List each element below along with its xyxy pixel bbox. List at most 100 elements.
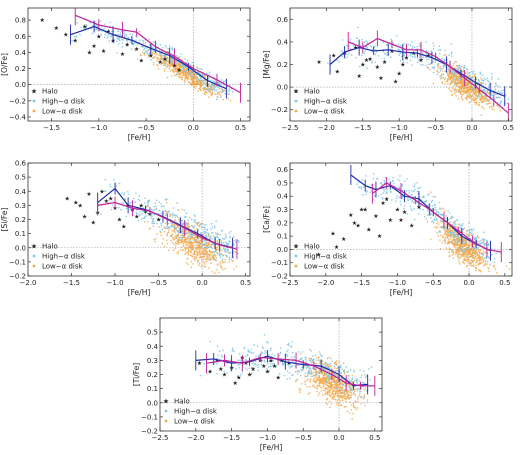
low-alpha-point (157, 68, 160, 70)
high-alpha-point (222, 81, 225, 83)
high-alpha-point (141, 212, 143, 215)
low-alpha-point (165, 56, 168, 59)
low-alpha-point (204, 91, 206, 94)
low-alpha-point (174, 69, 177, 72)
high-alpha-point (478, 242, 481, 245)
high-alpha-point (364, 41, 366, 43)
high-alpha-point (450, 43, 453, 45)
high-alpha-point (428, 58, 430, 60)
high-alpha-point (157, 212, 160, 215)
halo-point: ★ (117, 217, 122, 224)
high-alpha-point (186, 61, 188, 64)
low-alpha-point (210, 262, 212, 265)
high-alpha-point (434, 216, 437, 218)
high-alpha-point (140, 45, 143, 47)
low-alpha-point (477, 256, 480, 259)
low-alpha-point (200, 245, 203, 248)
high-alpha-point (348, 45, 350, 47)
high-alpha-point (453, 239, 456, 241)
low-alpha-point (447, 78, 449, 80)
low-alpha-point (441, 235, 444, 237)
high-alpha-point (191, 61, 193, 64)
low-alpha-point (195, 256, 197, 258)
high-alpha-point (71, 40, 73, 42)
low-alpha-point (189, 245, 191, 247)
low-alpha-point (171, 233, 174, 235)
low-alpha-point (151, 51, 154, 54)
low-alpha-point (479, 262, 481, 265)
low-alpha-point (307, 378, 309, 381)
high-alpha-point (216, 93, 219, 95)
high-alpha-point (391, 51, 394, 54)
halo-point: ★ (334, 244, 339, 251)
halo-point: ★ (367, 56, 372, 63)
legend-halo-label: Halo (42, 243, 58, 251)
high-alpha-point (454, 234, 457, 236)
high-alpha-point (375, 51, 378, 53)
high-alpha-point (403, 54, 405, 57)
low-alpha-point (183, 240, 186, 243)
plot-area: ★★★★★★★★★★★★★★★★★★★★ (28, 8, 250, 121)
high-alpha-point (119, 33, 121, 36)
low-alpha-point (448, 251, 450, 253)
high-alpha-point (174, 68, 176, 71)
high-alpha-point (403, 42, 405, 45)
low-alpha-point (508, 268, 511, 270)
low-alpha-point (458, 261, 461, 263)
low-alpha-point (195, 248, 198, 251)
high-alpha-point (487, 242, 490, 245)
high-alpha-point (495, 82, 497, 85)
high-alpha-point (365, 175, 367, 177)
high-alpha-point (210, 228, 212, 231)
high-alpha-point (484, 78, 487, 81)
low-alpha-point (484, 100, 486, 102)
high-alpha-point (92, 24, 94, 27)
low-alpha-point (461, 94, 464, 96)
high-alpha-point (416, 182, 419, 184)
high-alpha-point (384, 176, 387, 179)
high-alpha-point (408, 189, 411, 192)
high-alpha-point (216, 232, 219, 235)
high-alpha-point (135, 192, 137, 195)
high-alpha-point (225, 254, 228, 257)
low-alpha-point (460, 65, 463, 68)
low-alpha-point (172, 66, 174, 68)
high-alpha-point (397, 178, 399, 181)
high-alpha-point (143, 47, 146, 50)
low-alpha-point (184, 249, 187, 252)
high-alpha-point (94, 28, 96, 31)
high-alpha-point (401, 185, 404, 188)
low-alpha-point (163, 70, 166, 72)
high-alpha-point (474, 247, 476, 250)
high-alpha-point (133, 197, 135, 200)
high-alpha-point (390, 56, 392, 58)
high-alpha-point (139, 214, 141, 217)
high-alpha-point (439, 49, 442, 52)
high-alpha-point (434, 206, 437, 209)
x-tick-label: 0.0 (188, 124, 199, 132)
x-tick-label: −0.5 (425, 279, 442, 287)
high-alpha-point (213, 253, 216, 256)
high-alpha-point (392, 182, 395, 185)
low-alpha-point (473, 75, 475, 78)
low-alpha-point (198, 250, 201, 253)
low-alpha-point (479, 249, 481, 252)
low-alpha-point (505, 265, 508, 267)
panel-si: ★★★★★★★★★★★★★★★★★★★★−2.0−1.5−1.0−0.50.00… (0, 160, 251, 298)
low-alpha-point (224, 258, 226, 261)
high-alpha-point (211, 88, 214, 91)
high-alpha-point (180, 64, 182, 67)
high-alpha-point (165, 46, 168, 48)
high-alpha-point (182, 228, 185, 230)
legend-high-marker (294, 254, 298, 258)
high-alpha-point (190, 218, 193, 221)
high-alpha-point (167, 226, 170, 228)
low-alpha-point (444, 230, 447, 233)
high-alpha-point (150, 58, 153, 61)
low-alpha-point (177, 64, 180, 67)
high-alpha-point (175, 237, 177, 240)
low-alpha-point (184, 236, 187, 239)
low-alpha-point (209, 250, 211, 253)
x-tick-label: 0.5 (240, 279, 251, 287)
high-alpha-point (187, 219, 189, 221)
